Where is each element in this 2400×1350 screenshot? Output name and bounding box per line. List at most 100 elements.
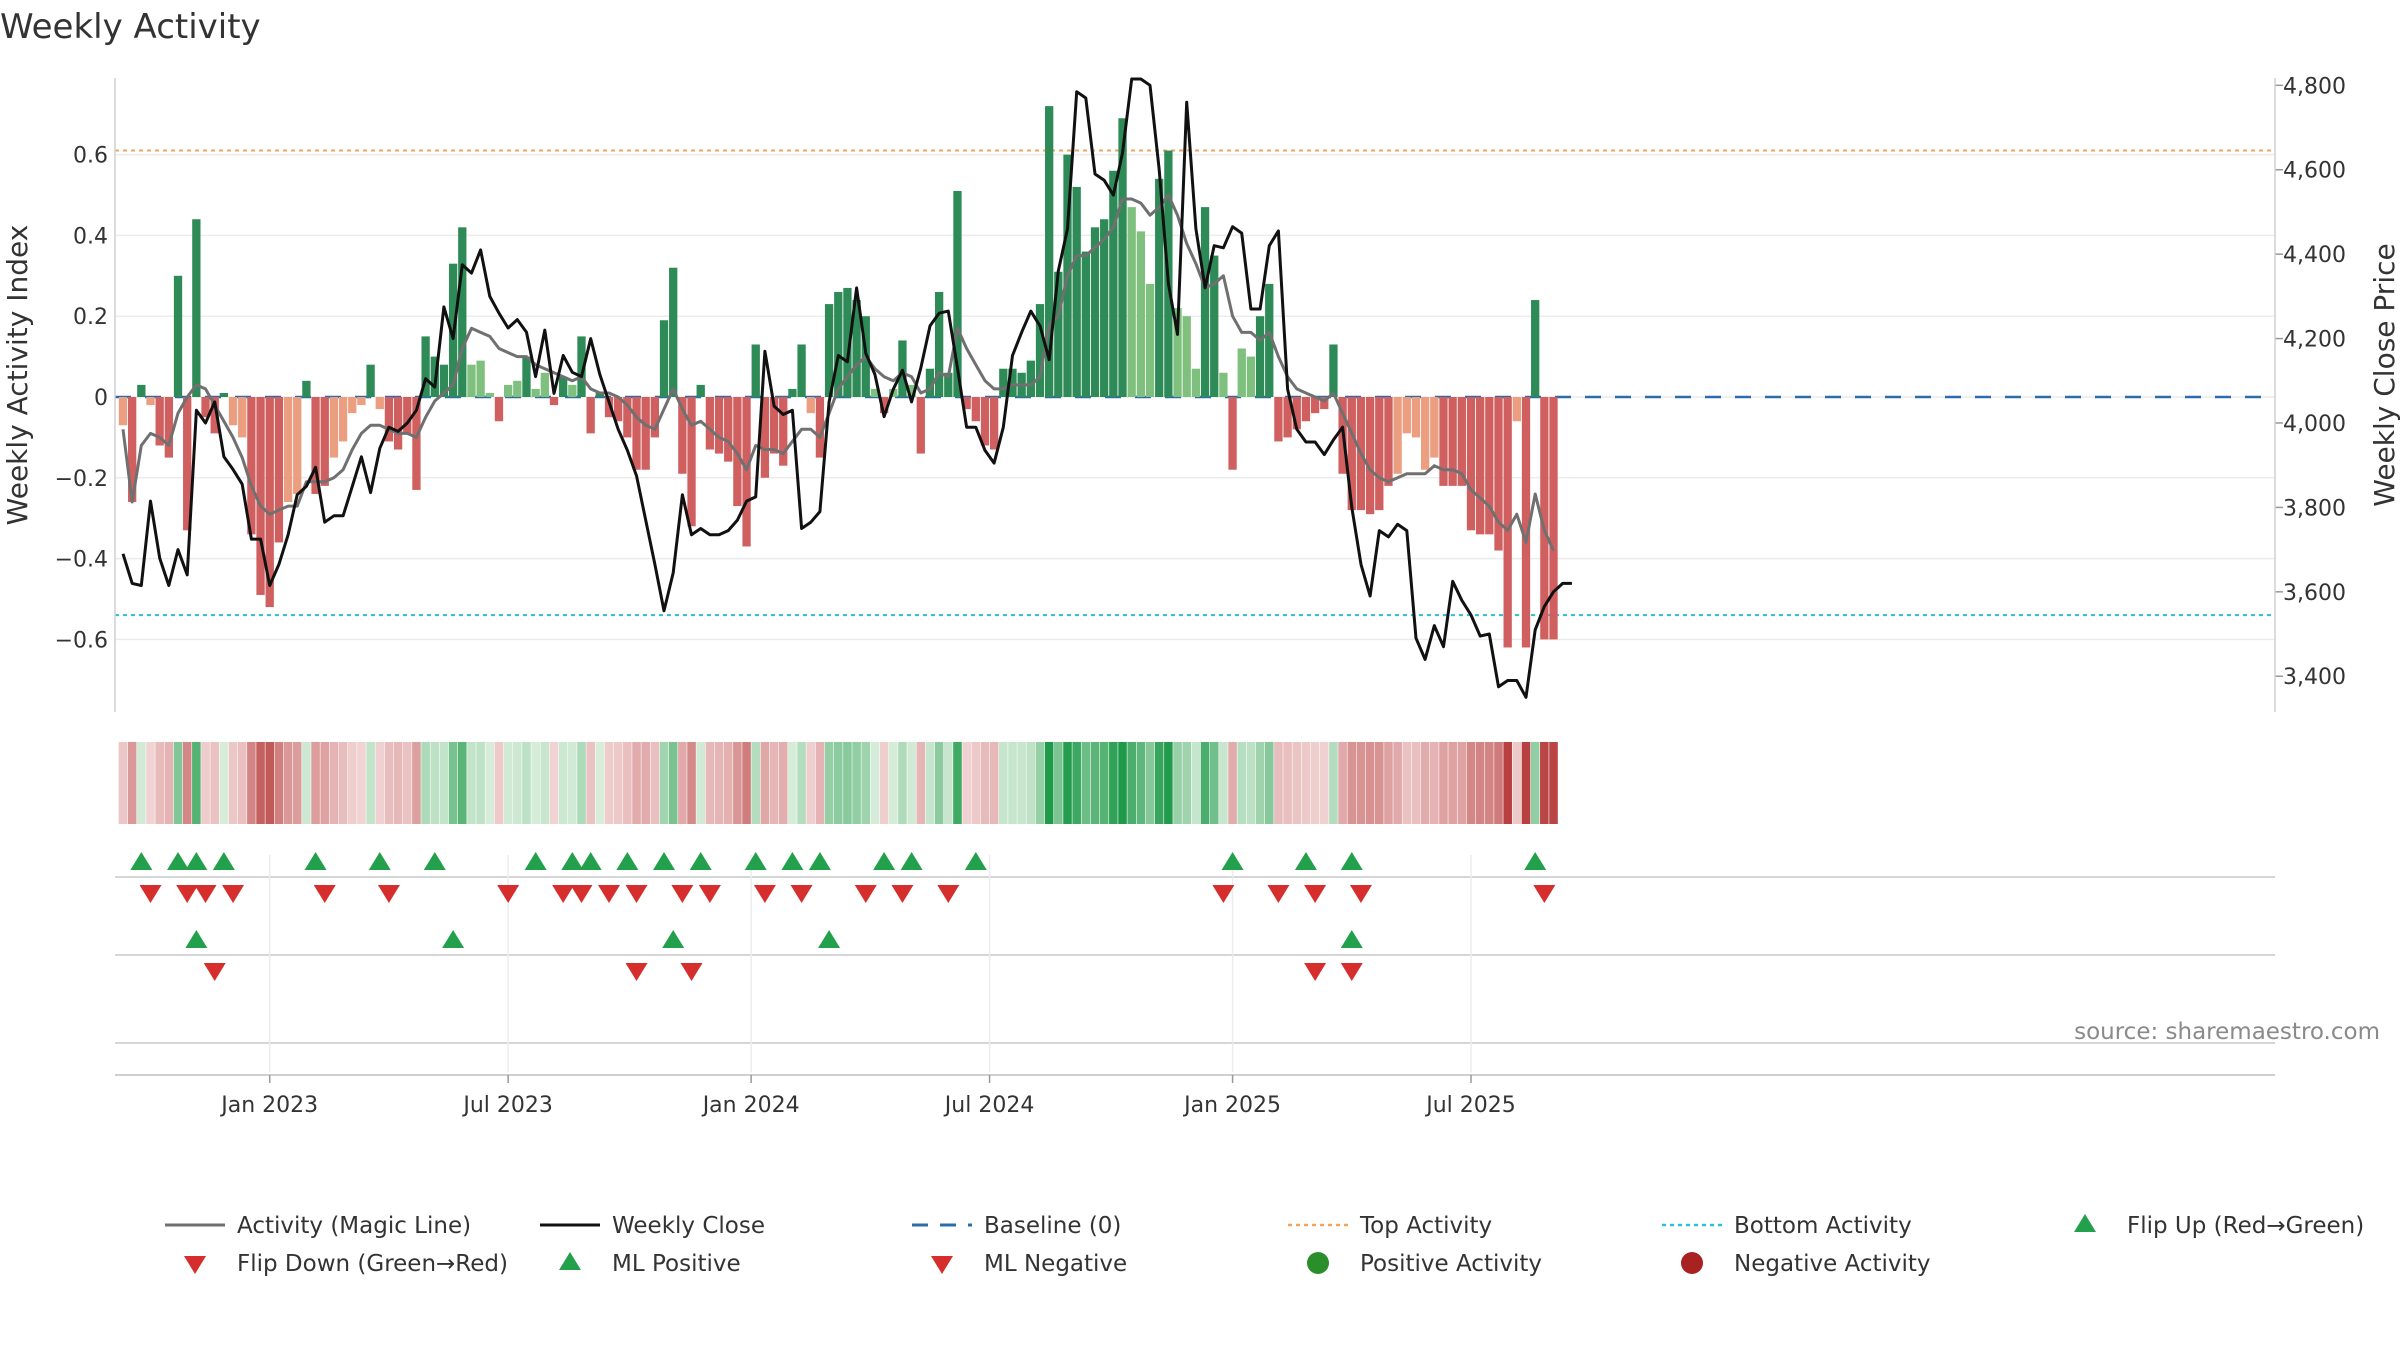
flip-down-marker	[598, 885, 621, 903]
strip-cell	[1512, 742, 1522, 824]
strip-cell	[338, 742, 348, 824]
activity-bar	[164, 397, 173, 458]
legend: Activity (Magic Line) Weekly Close Baselin…	[165, 1213, 2364, 1277]
ml-positive-marker	[185, 930, 208, 948]
activity-bar	[384, 397, 394, 442]
flip-down-marker	[176, 885, 199, 903]
flip-down-marker	[194, 885, 217, 903]
strip-cell	[1054, 742, 1063, 824]
flip-down-marker	[222, 885, 245, 903]
strip-cell	[898, 742, 907, 824]
activity-bar	[705, 397, 715, 450]
y-left-tick-label: −0.4	[55, 548, 108, 573]
x-tick-label: Jan 2023	[219, 1093, 318, 1118]
flip-up-marker	[1294, 852, 1317, 870]
activity-bar	[412, 397, 421, 490]
strip-cell	[384, 742, 394, 824]
flip-down-marker	[1304, 885, 1327, 903]
flip-up-marker	[423, 852, 446, 870]
activity-bar	[192, 219, 201, 397]
activity-bars	[118, 106, 1558, 648]
strip-cell	[292, 742, 302, 824]
activity-bar	[1100, 219, 1109, 397]
strip-cell	[173, 742, 183, 824]
strip-cell	[595, 742, 605, 824]
activity-bar	[1026, 360, 1035, 397]
activity-bar	[1384, 397, 1393, 486]
strip-cell	[549, 742, 559, 824]
strip-cell	[723, 742, 733, 824]
flip-down-marker	[497, 885, 520, 903]
signal-panels	[115, 852, 2275, 1072]
activity-bar	[879, 397, 889, 414]
strip-cell	[302, 742, 311, 824]
activity-bar	[962, 397, 971, 410]
strip-cell	[448, 742, 458, 824]
flip-up-marker	[130, 852, 153, 870]
strip-cell	[155, 742, 164, 824]
activity-bar	[669, 267, 678, 397]
activity-bar	[925, 368, 935, 397]
activity-bar	[357, 397, 366, 406]
flip-up-marker	[524, 852, 547, 870]
flip-up-marker	[900, 852, 923, 870]
ml-negative-marker	[1340, 963, 1363, 981]
strip-cell	[1044, 742, 1054, 824]
strip-cell	[806, 742, 816, 824]
flip-down-marker	[377, 885, 400, 903]
activity-bar	[797, 344, 806, 397]
activity-bar	[1494, 397, 1503, 551]
x-tick-label: Jul 2024	[943, 1093, 1035, 1118]
activity-bar	[1191, 368, 1201, 397]
strip-cell	[613, 742, 623, 824]
strip-cell	[650, 742, 660, 824]
y-right-tick-label: 4,200	[2283, 328, 2346, 353]
activity-bar	[494, 397, 504, 422]
activity-bar	[1448, 397, 1457, 486]
strip-cell	[870, 742, 880, 824]
activity-bar	[421, 336, 430, 397]
activity-bar	[1540, 397, 1549, 640]
activity-bar	[696, 384, 705, 397]
strip-cell	[531, 742, 540, 824]
strip-cell	[1540, 742, 1549, 824]
flip-down-marker	[937, 885, 960, 903]
strip-cell	[430, 742, 440, 824]
activity-bar	[980, 397, 990, 446]
strip-cell	[925, 742, 935, 824]
activity-bar	[1219, 372, 1228, 397]
strip-cell	[971, 742, 981, 824]
activity-bar	[439, 364, 449, 397]
strip-cell	[366, 742, 375, 824]
strip-cell	[283, 742, 293, 824]
activity-bar	[714, 397, 724, 454]
activity-bar	[1136, 231, 1146, 397]
activity-bar	[283, 397, 293, 503]
activity-bar	[210, 397, 219, 434]
activity-bar	[183, 397, 192, 531]
strip-cell	[1430, 742, 1439, 824]
strip-cell	[1549, 742, 1558, 824]
flip-down-marker	[313, 885, 336, 903]
activity-bar	[128, 397, 137, 503]
strip-cell	[1365, 742, 1375, 824]
ml-negative-marker	[1304, 963, 1327, 981]
y-left-tick-label: 0.2	[73, 305, 108, 330]
activity-bar	[458, 227, 467, 397]
flip-down-marker	[1533, 885, 1556, 903]
strip-cell	[1494, 742, 1503, 824]
activity-bar	[247, 397, 256, 535]
activity-bar	[824, 304, 834, 397]
strip-cell	[1191, 742, 1201, 824]
strip-cell	[237, 742, 247, 824]
strip-cell	[439, 742, 449, 824]
activity-bar	[1008, 368, 1017, 397]
legend-label: Flip Up (Red→Green)	[2127, 1213, 2364, 1239]
activity-bar	[953, 190, 962, 397]
activity-bar	[595, 392, 604, 397]
legend-label: Negative Activity	[1734, 1251, 1931, 1277]
flip-down-marker	[625, 885, 648, 903]
activity-bar	[1045, 106, 1054, 398]
activity-bar	[1347, 397, 1356, 511]
strip-cell	[1127, 742, 1136, 824]
